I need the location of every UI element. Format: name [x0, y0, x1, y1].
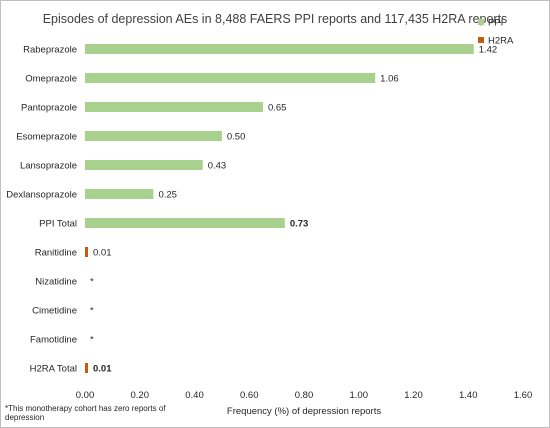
value-label-ppi-total: 0.73 [290, 219, 309, 230]
bar-h2ra-total [85, 363, 88, 373]
x-axis-label: Frequency (%) of depression reports [227, 406, 381, 417]
value-label-nizatidine: * [90, 277, 94, 288]
bar-dexlansoprazole [85, 189, 154, 199]
value-label-pantoprazole: 0.65 [268, 103, 287, 114]
category-label-lansoprazole: Lansoprazole [20, 161, 77, 172]
legend-label-h2ra: H2RA [488, 36, 514, 47]
value-label-cimetidine: * [90, 306, 94, 317]
value-label-omeprazole: 1.06 [380, 74, 399, 85]
x-tick-label: 0.80 [295, 390, 314, 401]
chart-title: Episodes of depression AEs in 8,488 FAER… [43, 12, 508, 26]
category-label-rabeprazole: Rabeprazole [23, 45, 77, 56]
x-tick-label: 0.20 [131, 390, 150, 401]
value-label-famotidine: * [90, 335, 94, 346]
x-tick-label: 0.00 [76, 390, 95, 401]
bar-pantoprazole [85, 102, 263, 112]
category-label-famotidine: Famotidine [30, 335, 77, 346]
bar-rabeprazole [85, 44, 474, 54]
footnote: *This monotherapy cohort has zero report… [5, 404, 166, 422]
category-label-esomeprazole: Esomeprazole [16, 132, 77, 143]
category-label-dexlansoprazole: Dexlansoprazole [6, 190, 77, 201]
value-label-lansoprazole: 0.43 [208, 161, 227, 172]
legend-swatch-ppi [478, 19, 484, 25]
bar-esomeprazole [85, 131, 222, 141]
value-label-dexlansoprazole: 0.25 [158, 190, 177, 201]
value-label-h2ra-total: 0.01 [93, 364, 112, 375]
x-axis: 0.00 0.20 0.40 0.60 0.80 1.00 1.20 1.40 1.60 [76, 390, 533, 401]
x-tick-label: 1.20 [404, 390, 423, 401]
plot-area: Rabeprazole 1.42 Omeprazole 1.06 Pantoprazol… [6, 44, 497, 375]
bar-ranitidine [85, 247, 88, 257]
bar-ppi-total [85, 218, 285, 228]
value-label-rabeprazole: 1.42 [479, 45, 498, 56]
bar-omeprazole [85, 73, 376, 83]
category-label-cimetidine: Cimetidine [32, 306, 77, 317]
legend: PPI H2RA [478, 18, 514, 47]
x-tick-label: 1.60 [514, 390, 533, 401]
legend-swatch-h2ra [478, 37, 484, 43]
category-label-nizatidine: Nizatidine [35, 277, 77, 288]
category-label-pantoprazole: Pantoprazole [21, 103, 77, 114]
footnote-line: depression [5, 413, 44, 422]
x-tick-label: 1.40 [459, 390, 478, 401]
x-tick-label: 1.00 [350, 390, 369, 401]
value-label-esomeprazole: 0.50 [227, 132, 246, 143]
bar-lansoprazole [85, 160, 203, 170]
category-label-omeprazole: Omeprazole [25, 74, 77, 85]
legend-label-ppi: PPI [488, 18, 503, 29]
value-label-ranitidine: 0.01 [93, 248, 112, 259]
x-tick-label: 0.40 [185, 390, 204, 401]
x-tick-label: 0.60 [240, 390, 259, 401]
category-label-ppi-total: PPI Total [39, 219, 77, 230]
category-label-h2ra-total: H2RA Total [30, 364, 77, 375]
footnote-line: *This monotherapy cohort has zero report… [5, 404, 166, 413]
category-label-ranitidine: Ranitidine [35, 248, 77, 259]
